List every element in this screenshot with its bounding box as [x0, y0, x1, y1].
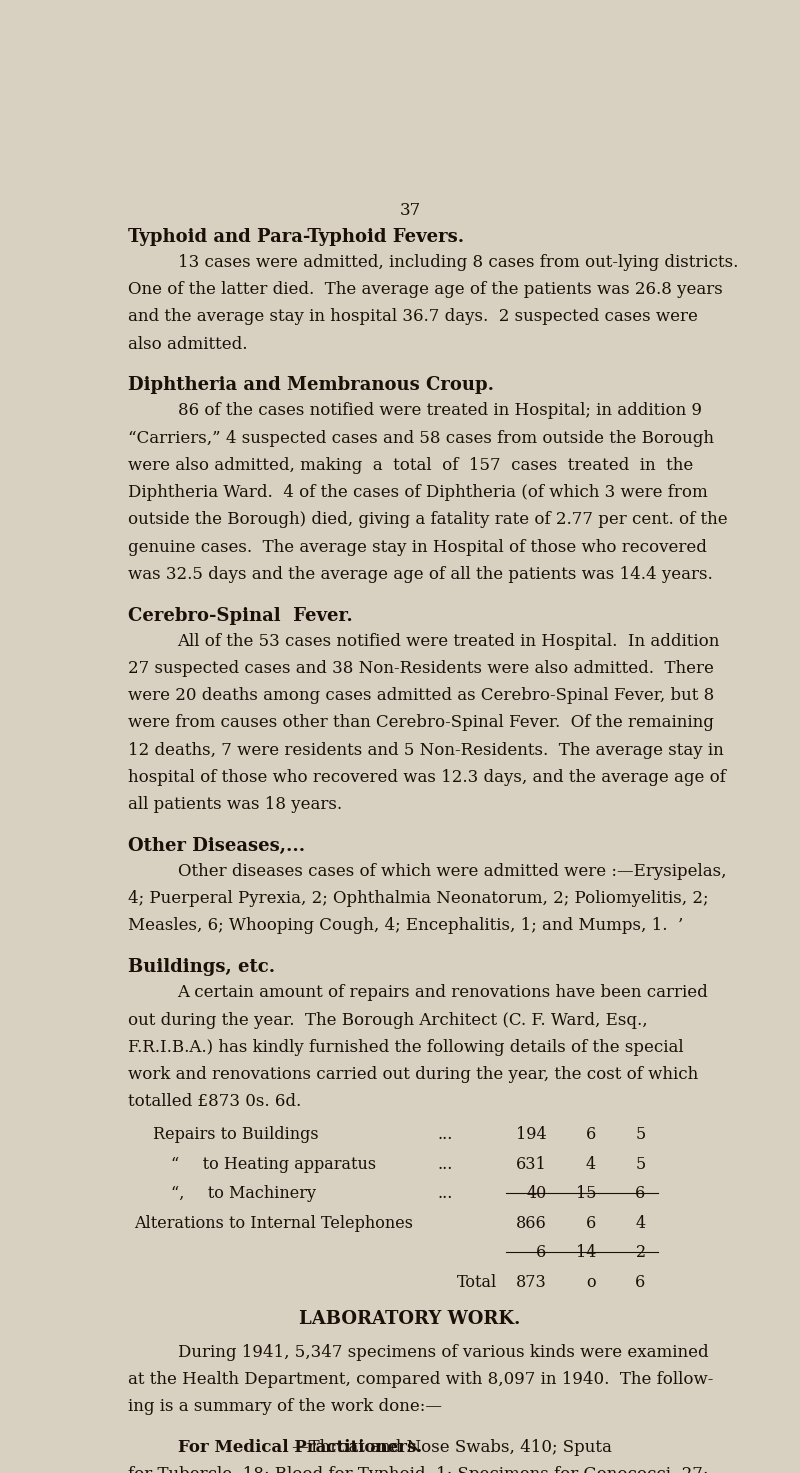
- Text: 5: 5: [635, 1125, 646, 1143]
- Text: Buildings, etc.: Buildings, etc.: [128, 959, 275, 977]
- Text: 6: 6: [635, 1186, 646, 1202]
- Text: 6: 6: [635, 1274, 646, 1290]
- Text: “Carriers,” 4 suspected cases and 58 cases from outside the Borough: “Carriers,” 4 suspected cases and 58 cas…: [128, 430, 714, 446]
- Text: ...: ...: [438, 1156, 454, 1173]
- Text: F.R.I.B.A.) has kindly furnished the following details of the special: F.R.I.B.A.) has kindly furnished the fol…: [128, 1038, 683, 1056]
- Text: For Medical Practitioners.: For Medical Practitioners.: [178, 1439, 422, 1457]
- Text: work and renovations carried out during the year, the cost of which: work and renovations carried out during …: [128, 1066, 698, 1083]
- Text: Other Diseases,...: Other Diseases,...: [128, 837, 305, 854]
- Text: ...: ...: [438, 1186, 454, 1202]
- Text: Repairs to Buildings: Repairs to Buildings: [153, 1125, 318, 1143]
- Text: 14: 14: [576, 1245, 596, 1261]
- Text: 873: 873: [516, 1274, 546, 1290]
- Text: totalled £873 0s. 6d.: totalled £873 0s. 6d.: [128, 1093, 301, 1111]
- Text: 12 deaths, 7 were residents and 5 Non-Residents.  The average stay in: 12 deaths, 7 were residents and 5 Non-Re…: [128, 741, 724, 759]
- Text: were 20 deaths among cases admitted as Cerebro-Spinal Fever, but 8: were 20 deaths among cases admitted as C…: [128, 688, 714, 704]
- Text: out during the year.  The Borough Architect (C. F. Ward, Esq.,: out during the year. The Borough Archite…: [128, 1012, 647, 1028]
- Text: 15: 15: [575, 1186, 596, 1202]
- Text: “    to Heating apparatus: “ to Heating apparatus: [171, 1156, 377, 1173]
- Text: 631: 631: [516, 1156, 546, 1173]
- Text: and the average stay in hospital 36.7 days.  2 suspected cases were: and the average stay in hospital 36.7 da…: [128, 308, 698, 326]
- Text: hospital of those who recovered was 12.3 days, and the average age of: hospital of those who recovered was 12.3…: [128, 769, 726, 785]
- Text: ...: ...: [438, 1125, 454, 1143]
- Text: Measles, 6; Whooping Cough, 4; Encephalitis, 1; and Mumps, 1.  ’: Measles, 6; Whooping Cough, 4; Encephali…: [128, 918, 683, 934]
- Text: outside the Borough) died, giving a fatality rate of 2.77 per cent. of the: outside the Borough) died, giving a fata…: [128, 511, 727, 529]
- Text: 86 of the cases notified were treated in Hospital; in addition 9: 86 of the cases notified were treated in…: [178, 402, 702, 420]
- Text: Diphtheria and Membranous Croup.: Diphtheria and Membranous Croup.: [128, 377, 494, 395]
- Text: “,    to Machinery: “, to Machinery: [171, 1186, 316, 1202]
- Text: LABORATORY WORK.: LABORATORY WORK.: [299, 1309, 521, 1327]
- Text: Diphtheria Ward.  4 of the cases of Diphtheria (of which 3 were from: Diphtheria Ward. 4 of the cases of Dipht…: [128, 485, 708, 501]
- Text: 5: 5: [635, 1156, 646, 1173]
- Text: 194: 194: [516, 1125, 546, 1143]
- Text: at the Health Department, compared with 8,097 in 1940.  The follow-: at the Health Department, compared with …: [128, 1371, 714, 1388]
- Text: also admitted.: also admitted.: [128, 336, 247, 352]
- Text: Cerebro-Spinal  Fever.: Cerebro-Spinal Fever.: [128, 607, 353, 625]
- Text: 6: 6: [586, 1215, 596, 1231]
- Text: 37: 37: [399, 202, 421, 218]
- Text: 6: 6: [536, 1245, 546, 1261]
- Text: 13 cases were admitted, including 8 cases from out-lying districts.: 13 cases were admitted, including 8 case…: [178, 253, 738, 271]
- Text: were from causes other than Cerebro-Spinal Fever.  Of the remaining: were from causes other than Cerebro-Spin…: [128, 714, 714, 732]
- Text: Other diseases cases of which were admitted were :—Erysipelas,: Other diseases cases of which were admit…: [178, 863, 726, 879]
- Text: 6: 6: [586, 1125, 596, 1143]
- Text: 2: 2: [635, 1245, 646, 1261]
- Text: were also admitted, making  a  total  of  157  cases  treated  in  the: were also admitted, making a total of 15…: [128, 457, 693, 474]
- Text: Total: Total: [457, 1274, 497, 1290]
- Text: 4: 4: [635, 1215, 646, 1231]
- Text: All of the 53 cases notified were treated in Hospital.  In addition: All of the 53 cases notified were treate…: [178, 633, 720, 650]
- Text: genuine cases.  The average stay in Hospital of those who recovered: genuine cases. The average stay in Hospi…: [128, 539, 706, 555]
- Text: Alterations to Internal Telephones: Alterations to Internal Telephones: [134, 1215, 413, 1231]
- Text: 27 suspected cases and 38 Non-Residents were also admitted.  There: 27 suspected cases and 38 Non-Residents …: [128, 660, 714, 678]
- Text: all patients was 18 years.: all patients was 18 years.: [128, 795, 342, 813]
- Text: During 1941, 5,347 specimens of various kinds were examined: During 1941, 5,347 specimens of various …: [178, 1343, 708, 1361]
- Text: A certain amount of repairs and renovations have been carried: A certain amount of repairs and renovati…: [178, 984, 708, 1002]
- Text: 866: 866: [516, 1215, 546, 1231]
- Text: ing is a summary of the work done:—: ing is a summary of the work done:—: [128, 1398, 442, 1416]
- Text: o: o: [586, 1274, 596, 1290]
- Text: —Throat and Nose Swabs, 410; Sputa: —Throat and Nose Swabs, 410; Sputa: [292, 1439, 612, 1457]
- Text: 4: 4: [586, 1156, 596, 1173]
- Text: 40: 40: [526, 1186, 546, 1202]
- Text: Typhoid and Para-Typhoid Fevers.: Typhoid and Para-Typhoid Fevers.: [128, 228, 464, 246]
- Text: One of the latter died.  The average age of the patients was 26.8 years: One of the latter died. The average age …: [128, 281, 722, 298]
- Text: for Tubercle, 18; Blood for Typhoid, 1; Specimens for Gonococci, 27;: for Tubercle, 18; Blood for Typhoid, 1; …: [128, 1466, 708, 1473]
- Text: was 32.5 days and the average age of all the patients was 14.4 years.: was 32.5 days and the average age of all…: [128, 566, 713, 583]
- Text: 4; Puerperal Pyrexia, 2; Ophthalmia Neonatorum, 2; Poliomyelitis, 2;: 4; Puerperal Pyrexia, 2; Ophthalmia Neon…: [128, 890, 709, 907]
